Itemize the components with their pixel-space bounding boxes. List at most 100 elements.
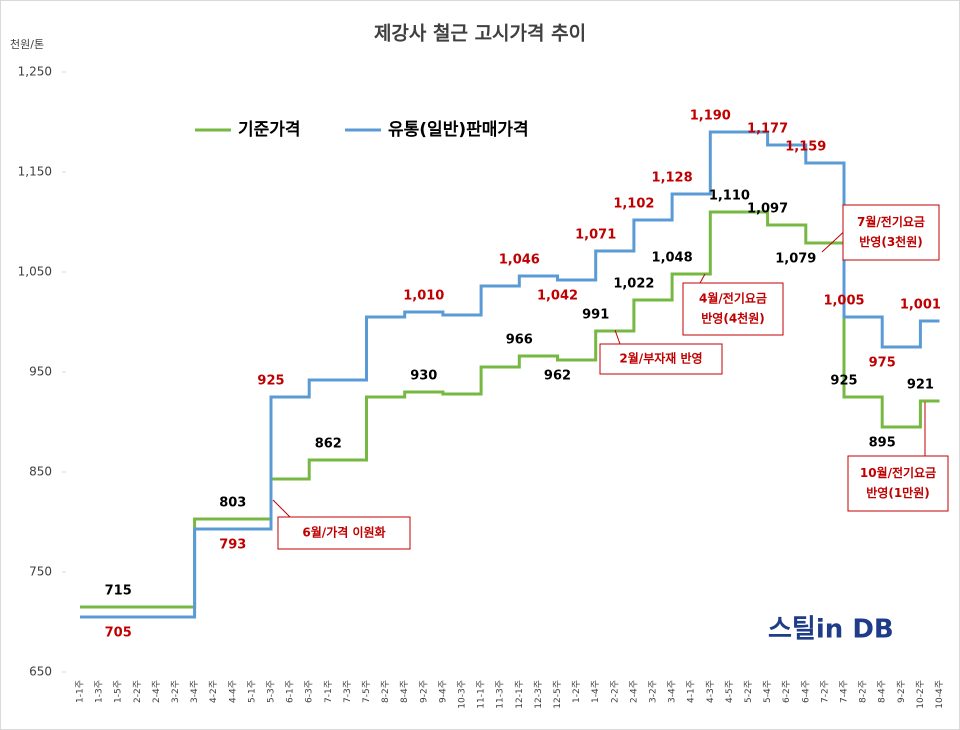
data-label: 975 <box>869 356 896 371</box>
data-label: 803 <box>219 496 246 511</box>
annotation-box <box>682 282 784 336</box>
annotation-text: 반영(4천원) <box>701 311 764 326</box>
legend-label: 기준가격 <box>238 120 301 140</box>
data-label: 1,046 <box>499 253 540 268</box>
y-tick-label: 850 <box>29 465 52 479</box>
x-tick-label: 4-1주 <box>686 680 697 703</box>
x-tick-label: 2-2주 <box>609 680 620 703</box>
x-tick-label: 2-2주 <box>132 680 143 703</box>
x-tick-label: 8-4주 <box>877 680 888 703</box>
annotation-box <box>847 455 949 512</box>
x-tick-label: 4-5주 <box>724 680 735 703</box>
x-tick-label: 8-2주 <box>858 680 869 703</box>
y-unit: 천원/톤 <box>10 37 44 51</box>
x-tick-label: 5-4주 <box>762 680 773 703</box>
x-tick-label: 11-3주 <box>495 680 506 709</box>
x-tick-label: 6-2주 <box>781 680 792 703</box>
data-label: 1,010 <box>403 289 444 304</box>
y-tick-label: 1,050 <box>18 265 52 279</box>
x-tick-label: 10-4주 <box>934 680 945 709</box>
data-label: 1,001 <box>900 298 941 313</box>
data-label: 1,128 <box>652 171 693 186</box>
x-tick-label: 5-2주 <box>743 680 754 703</box>
x-tick-label: 9-2주 <box>418 680 429 703</box>
x-tick-label: 3-2주 <box>170 680 181 703</box>
data-label: 793 <box>219 538 246 553</box>
series-line <box>80 130 940 619</box>
data-label: 1,177 <box>747 122 788 137</box>
data-label: 705 <box>105 626 132 641</box>
x-tick-label: 2-4주 <box>151 680 162 703</box>
x-tick-label: 7-4주 <box>839 680 850 703</box>
data-label: 715 <box>105 584 132 599</box>
x-tick-label: 6-4주 <box>800 680 811 703</box>
annotation-text: 반영(1만원) <box>866 485 929 500</box>
x-tick-label: 7-2주 <box>819 680 830 703</box>
data-label: 1,097 <box>747 202 788 217</box>
x-tick-label: 12-1주 <box>514 680 525 709</box>
data-label: 1,022 <box>613 277 654 292</box>
data-label: 1,159 <box>785 140 826 155</box>
x-tick-label: 7-5주 <box>361 680 372 703</box>
x-tick-label: 4-2주 <box>208 680 219 703</box>
data-label: 1,071 <box>575 228 616 243</box>
annotation-text: 2월/부자재 반영 <box>619 351 702 366</box>
x-tick-label: 1-2주 <box>571 680 582 703</box>
y-tick-label: 1,250 <box>18 65 52 79</box>
callout-pointer <box>821 232 844 253</box>
x-tick-label: 4-4주 <box>227 680 238 703</box>
data-label: 1,005 <box>823 294 864 309</box>
data-label: 966 <box>506 333 533 348</box>
x-tick-label: 10-3주 <box>457 680 468 709</box>
annotation-box <box>842 204 940 261</box>
x-tick-label: 9-2주 <box>896 680 907 703</box>
data-label: 921 <box>907 378 934 393</box>
x-tick-label: 8-2주 <box>380 680 391 703</box>
x-tick-label: 4-3주 <box>705 680 716 703</box>
annotation-text: 7월/전기요금 <box>857 214 925 229</box>
data-label: 1,042 <box>537 289 578 304</box>
x-tick-label: 5-1주 <box>246 680 257 703</box>
x-tick-label: 5-3주 <box>266 680 277 703</box>
data-label: 925 <box>830 374 857 389</box>
data-label: 962 <box>544 369 571 384</box>
x-tick-label: 1-5주 <box>113 680 124 703</box>
x-tick-label: 1-1주 <box>75 680 86 703</box>
data-label: 862 <box>315 437 342 452</box>
data-label: 930 <box>410 369 437 384</box>
x-tick-label: 7-1주 <box>323 680 334 703</box>
x-tick-label: 2-4주 <box>628 680 639 703</box>
x-tick-label: 6-1주 <box>285 680 296 703</box>
y-tick-label: 750 <box>29 565 52 579</box>
x-tick-label: 6-3주 <box>304 680 315 703</box>
y-tick-label: 650 <box>29 665 52 679</box>
x-tick-label: 1-4주 <box>590 680 601 703</box>
x-tick-label: 11-1주 <box>476 680 487 709</box>
data-label: 925 <box>257 374 284 389</box>
annotation-text: 반영(3천원) <box>859 234 922 249</box>
x-tick-label: 12-5주 <box>552 680 563 709</box>
annotation-box <box>599 343 723 375</box>
data-label: 895 <box>869 436 896 451</box>
x-tick-label: 9-4주 <box>437 680 448 703</box>
x-tick-label: 1-3주 <box>94 680 105 703</box>
data-label: 1,079 <box>775 252 816 267</box>
callout-pointer <box>272 499 291 518</box>
annotation-text: 4월/전기요금 <box>699 291 767 306</box>
x-tick-label: 3-2주 <box>648 680 659 703</box>
series-line <box>80 210 940 609</box>
y-tick-label: 950 <box>29 365 52 379</box>
callout-pointer <box>614 329 621 345</box>
x-tick-label: 8-4주 <box>399 680 410 703</box>
x-tick-label: 12-3주 <box>533 680 544 709</box>
legend-label: 유통(일반)판매가격 <box>388 120 529 140</box>
x-tick-label: 10-2주 <box>915 680 926 709</box>
data-label: 1,110 <box>709 189 750 204</box>
y-tick-label: 1,150 <box>18 165 52 179</box>
data-label: 1,102 <box>613 197 654 212</box>
data-label: 991 <box>582 308 609 323</box>
x-tick-label: 7-3주 <box>342 680 353 703</box>
logo: 스틸in DB <box>768 615 894 645</box>
annotation-box <box>277 516 411 550</box>
